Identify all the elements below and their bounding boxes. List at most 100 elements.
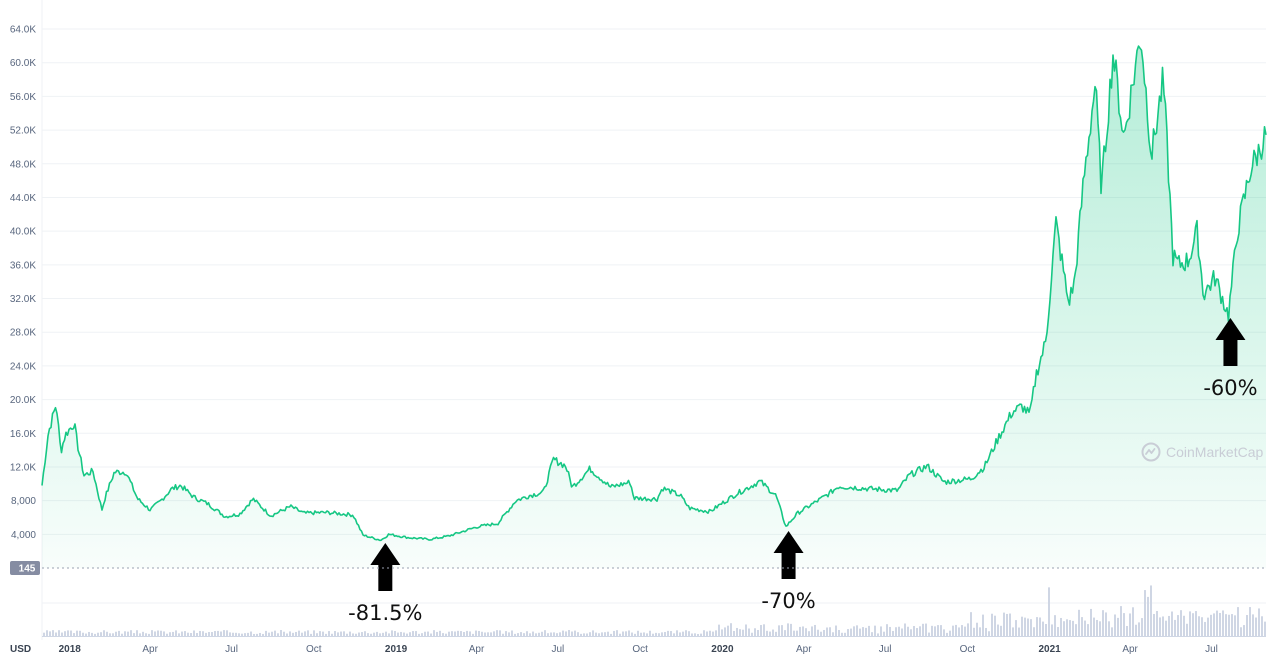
volume-bar [1210,614,1212,636]
volume-badge-label: 145 [19,564,36,575]
volume-bar [127,631,129,636]
volume-bar [1234,615,1236,636]
volume-bar [877,633,879,636]
volume-bar [169,632,171,636]
volume-bar [523,633,525,636]
volume-bar [412,631,414,636]
volume-bar [451,631,453,636]
drawdown-label: -60% [1203,376,1257,400]
volume-bar [976,622,978,636]
drawdown-annotation: -81.5% [348,543,422,625]
volume-bar [817,629,819,636]
volume-bar [454,631,456,636]
volume-bar [79,630,81,636]
volume-bar [55,632,57,636]
volume-bar [502,633,504,636]
volume-bar [997,624,999,636]
volume-bar [580,633,582,636]
volume-bar [724,627,726,636]
volume-bar [652,633,654,636]
volume-bar [94,633,96,636]
volume-bar [1102,610,1104,636]
y-tick-label: 4,000 [11,530,36,541]
volume-bar [706,631,708,636]
volume-bar [97,632,99,636]
volume-bar [1108,621,1110,636]
volume-bar [550,632,552,636]
volume-bar [1033,627,1035,636]
volume-bars [43,585,1266,636]
volume-bar [295,631,297,636]
volume-bar [229,632,231,636]
volume-bar [589,632,591,636]
volume-bar [508,632,510,636]
volume-bar [514,633,516,636]
volume-bar [76,630,78,636]
x-tick-label: Jul [225,644,238,655]
volume-bar [1252,614,1254,636]
volume-bar [874,625,876,636]
volume-bar [349,631,351,636]
volume-bar [607,631,609,636]
volume-bar [274,630,276,636]
volume-bar [82,632,84,636]
volume-bar [712,631,714,636]
drawdown-label: -70% [761,589,815,613]
volume-bar [208,632,210,636]
volume-bar [301,632,303,636]
volume-bar [1120,606,1122,636]
volume-bar [142,631,144,636]
volume-bar [856,625,858,636]
y-tick-label: 28.0K [10,328,36,339]
volume-bar [982,614,984,636]
volume-bar [1039,617,1041,636]
volume-bar [52,630,54,636]
volume-bar [859,628,861,636]
volume-bar [289,631,291,636]
volume-bar [730,623,732,636]
volume-bar [88,631,90,636]
volume-bar [1123,613,1125,636]
volume-bar [67,630,69,636]
volume-bar [238,633,240,636]
volume-bar [1015,620,1017,636]
volume-bar [1057,627,1059,636]
volume-bar [949,630,951,636]
volume-bar [187,632,189,636]
volume-bar [262,633,264,636]
volume-bar [271,631,273,636]
volume-bar [520,632,522,636]
volume-bar [250,631,252,636]
x-tick-label: Oct [960,644,976,655]
volume-bar [109,633,111,636]
volume-bar [283,631,285,636]
y-tick-label: 16.0K [10,429,36,440]
volume-bar [973,627,975,636]
price-area [42,46,1266,569]
volume-bar [334,631,336,636]
volume-bar [742,629,744,636]
volume-bar [1204,621,1206,636]
volume-bar [1075,624,1077,636]
volume-bar [1201,617,1203,636]
volume-bar [181,631,183,636]
volume-bar [970,612,972,636]
volume-bar [649,630,651,636]
watermark-text: CoinMarketCap [1166,444,1263,460]
x-tick-label: Apr [1122,644,1138,655]
volume-bar [409,632,411,636]
volume-bar [1024,617,1026,636]
volume-bar [352,633,354,636]
y-tick-label: 32.0K [10,294,36,305]
x-tick-label: Jul [879,644,892,655]
volume-bar [610,633,612,636]
volume-bar [592,630,594,636]
volume-bar [154,631,156,636]
volume-bar [925,623,927,636]
volume-bar [850,628,852,636]
y-tick-label: 60.0K [10,58,36,69]
volume-bar [772,629,774,636]
volume-bar [310,633,312,636]
volume-bar [415,631,417,636]
